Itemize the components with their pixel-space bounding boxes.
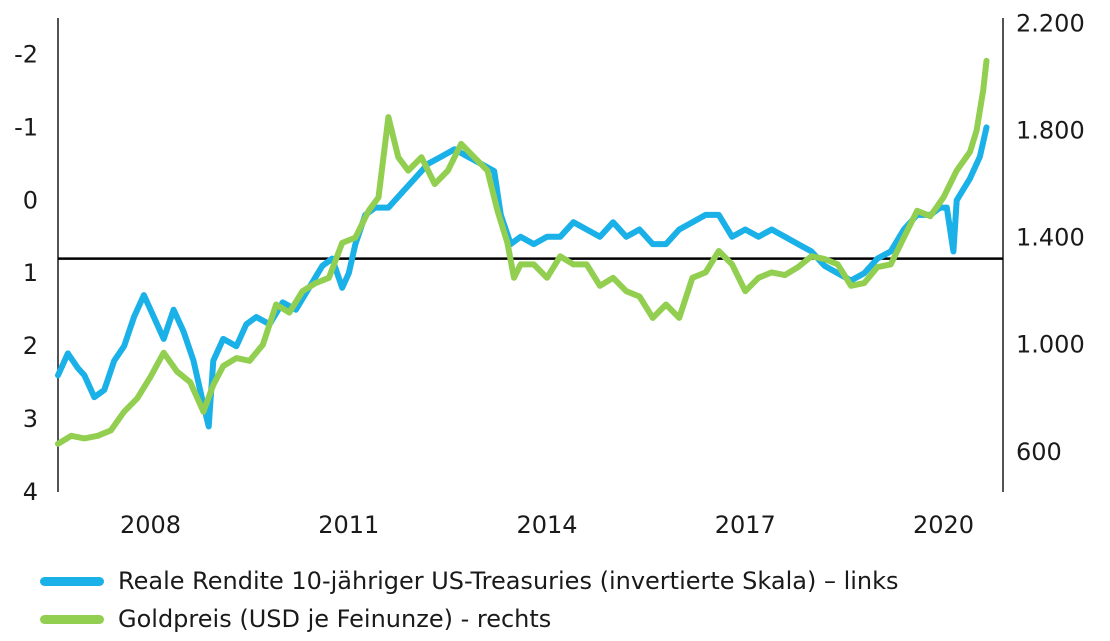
- legend-label-real-yield: Reale Rendite 10-jähriger US-Treasuries …: [118, 567, 899, 595]
- series-line-gold: [55, 57, 990, 447]
- x-tick-label: 2014: [516, 511, 577, 539]
- left-tick-label: 3: [23, 405, 38, 433]
- left-tick-label: 4: [23, 478, 38, 506]
- left-tick-label: -2: [14, 40, 38, 68]
- series-group: [55, 57, 990, 447]
- right-tick-label: 600: [1016, 438, 1062, 466]
- legend-swatch-gold: [40, 614, 104, 624]
- left-tick-label: 0: [23, 186, 38, 214]
- left-tick-label: -1: [14, 113, 38, 141]
- right-tick-label: 1.800: [1016, 116, 1085, 144]
- legend: Reale Rendite 10-jähriger US-Treasuries …: [40, 562, 899, 638]
- x-tick-label: 2008: [120, 511, 181, 539]
- axes: [57, 18, 1004, 492]
- right-tick-label: 1.000: [1016, 331, 1085, 359]
- x-tick-label: 2017: [715, 511, 776, 539]
- x-tick-label: 2011: [318, 511, 379, 539]
- legend-label-gold: Goldpreis (USD je Feinunze) - rechts: [118, 605, 552, 633]
- x-tick-label: 2020: [913, 511, 974, 539]
- left-tick-label: 2: [23, 332, 38, 360]
- chart: -2 -1 0 1 2 3 4 600 1.000 1.400 1.800 2.200 2008 2011…: [14, 9, 1085, 539]
- right-tick-label: 2.200: [1016, 9, 1085, 37]
- left-tick-label: 1: [23, 259, 38, 287]
- right-tick-label: 1.400: [1016, 224, 1085, 252]
- legend-item-real-yield: Reale Rendite 10-jähriger US-Treasuries …: [40, 562, 899, 600]
- legend-item-gold: Goldpreis (USD je Feinunze) - rechts: [40, 600, 899, 638]
- legend-swatch-real-yield: [40, 576, 104, 586]
- tick-labels: -2 -1 0 1 2 3 4 600 1.000 1.400 1.800 2.200 2008 2011…: [14, 9, 1085, 539]
